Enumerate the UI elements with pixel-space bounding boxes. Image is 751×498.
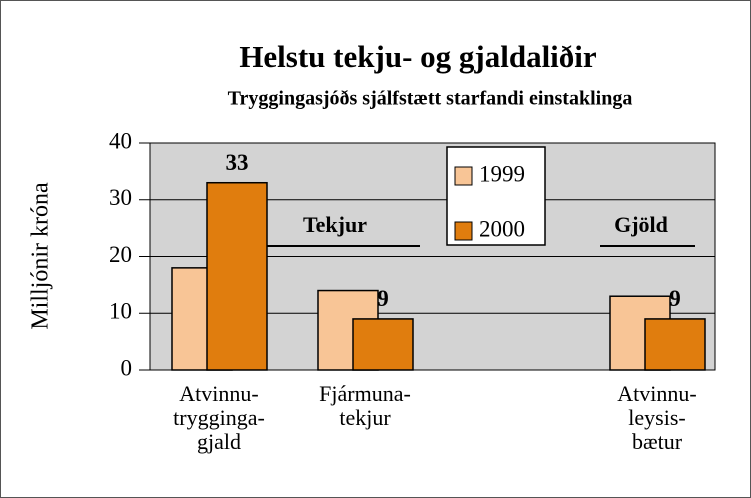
bar xyxy=(352,318,414,371)
x-tick-label: Atvinnu- leysis- bætur xyxy=(617,381,697,454)
y-tick-label: 40 xyxy=(109,128,132,153)
y-tick-label: 20 xyxy=(109,242,132,267)
legend-label: 1999 xyxy=(479,161,525,186)
data-label: 9 xyxy=(669,286,681,311)
y-tick-label: 30 xyxy=(109,185,132,210)
annotation: Tekjur xyxy=(303,212,367,237)
legend-label: 2000 xyxy=(479,216,525,241)
x-tick-label: Fjármuna- tekjur xyxy=(319,381,411,430)
x-tick-label: Atvinnu- trygginga- gjald xyxy=(173,381,265,454)
annotation: Gjöld xyxy=(614,212,668,237)
data-label: 9 xyxy=(377,286,389,311)
y-axis-label: Milljónir króna xyxy=(28,182,54,330)
chart-subtitle: Tryggingasjóðs sjálfstætt starfandi eins… xyxy=(228,88,633,110)
bar xyxy=(644,318,706,371)
legend-swatch xyxy=(454,166,473,186)
y-tick-label: 10 xyxy=(109,299,132,324)
y-tick-label: 0 xyxy=(121,355,133,380)
data-label: 33 xyxy=(226,150,249,175)
legend-swatch xyxy=(454,221,473,241)
chart-title: Helstu tekju- og gjaldaliðir xyxy=(239,39,597,74)
legend-box xyxy=(446,146,546,246)
bar xyxy=(206,181,268,371)
